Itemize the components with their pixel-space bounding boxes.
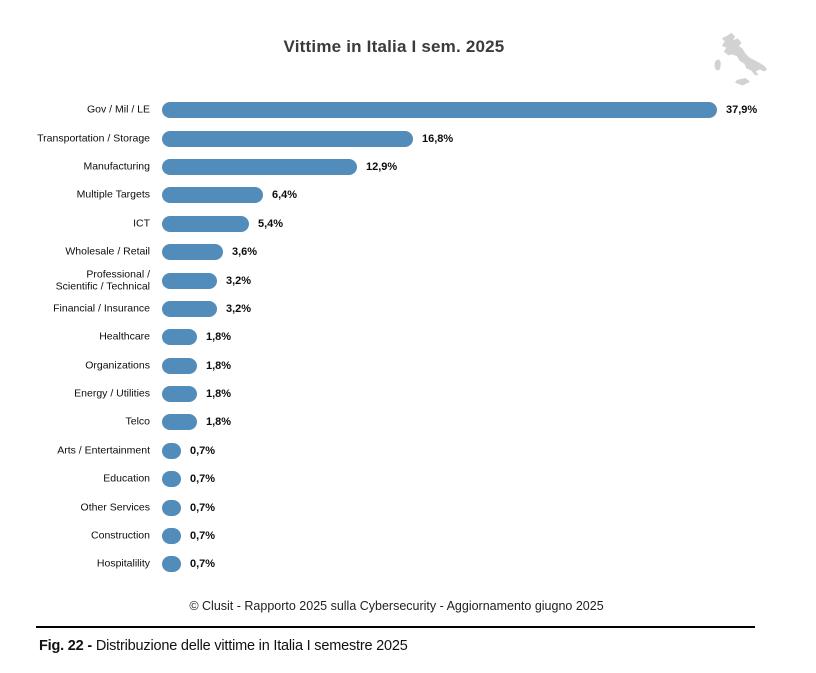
chart-row: Arts / Entertainment 0,7% [0, 437, 816, 465]
value-label: 0,7% [190, 444, 216, 457]
value-label: 0,7% [190, 501, 216, 514]
bar [162, 215, 249, 232]
category-label: Healthcare [99, 331, 150, 344]
bar [162, 499, 181, 516]
chart-row: Telco 1,8% [0, 408, 816, 436]
chart-row: Other Services 0,7% [0, 493, 816, 521]
bar [162, 244, 223, 261]
value-label: 3,2% [226, 302, 252, 315]
bar [162, 556, 181, 573]
category-label: Energy / Utilities [74, 387, 150, 400]
category-label: ICT [133, 217, 150, 230]
chart-row: Construction 0,7% [0, 522, 816, 550]
category-label: Construction [91, 529, 150, 542]
value-label: 6,4% [272, 189, 298, 202]
caption-divider [36, 626, 755, 628]
figure-caption-text: Distribuzione delle vittime in Italia I … [95, 638, 408, 654]
category-label: Education [103, 472, 150, 485]
category-label: Financial / Insurance [53, 302, 150, 315]
bar [162, 329, 197, 346]
value-label: 12,9% [366, 160, 398, 173]
chart-row: Multiple Targets 6,4% [0, 181, 816, 209]
bar [162, 414, 197, 431]
category-label: Telco [125, 416, 150, 429]
chart-row: Healthcare 1,8% [0, 323, 816, 351]
chart-title: Vittime in Italia I sem. 2025 [283, 37, 505, 56]
bar [162, 357, 197, 374]
category-label: Hospitalility [96, 558, 150, 571]
chart-row: Education 0,7% [0, 465, 816, 493]
category-label: Organizations [85, 359, 150, 372]
category-label: Arts / Entertainment [57, 444, 150, 457]
bar [162, 386, 197, 403]
value-label: 1,8% [206, 416, 232, 429]
value-label: 0,7% [190, 558, 216, 571]
figure-caption: Fig. 22 - Distribuzione delle vittime in… [39, 638, 408, 654]
bar [162, 158, 357, 175]
chart-row: Financial / Insurance 3,2% [0, 295, 816, 323]
chart-row: Professional / Scientific / Technical 3,2… [0, 266, 816, 294]
bar [162, 102, 717, 119]
value-label: 3,6% [232, 246, 258, 259]
value-label: 1,8% [206, 359, 232, 372]
category-label: Wholesale / Retail [65, 245, 150, 258]
chart-row: Organizations 1,8% [0, 352, 816, 380]
chart-row: Energy / Utilities 1,8% [0, 380, 816, 408]
chart-row: Transportation / Storage 16,8% [0, 124, 816, 152]
chart-rows: Gov / Mil / LE 37,9% Transportation / Stor… [0, 96, 816, 579]
bar [162, 187, 263, 204]
bar [162, 528, 181, 545]
bar [162, 272, 217, 289]
value-label: 0,7% [190, 473, 216, 486]
chart-row: Wholesale / Retail 3,6% [0, 238, 816, 266]
category-label: Gov / Mil / LE [86, 103, 150, 116]
chart-row: Gov / Mil / LE 37,9% [0, 96, 816, 124]
category-label: Multiple Targets [76, 189, 150, 202]
value-label: 0,7% [190, 530, 216, 543]
value-label: 16,8% [422, 132, 454, 145]
value-label: 5,4% [258, 217, 284, 230]
italy-map-icon [714, 32, 768, 86]
chart-row: Manufacturing 12,9% [0, 153, 816, 181]
italy-map-shape [714, 32, 768, 86]
category-label: Professional / Scientific / Technical [55, 267, 150, 293]
chart-row: ICT 5,4% [0, 210, 816, 238]
value-label: 1,8% [206, 331, 232, 344]
chart-row: Hospitalility 0,7% [0, 550, 816, 578]
value-label: 1,8% [206, 388, 232, 401]
bar [162, 471, 181, 488]
bar [162, 442, 181, 459]
value-label: 37,9% [726, 104, 758, 117]
value-label: 3,2% [226, 274, 252, 287]
bar [162, 300, 217, 317]
category-label: Manufacturing [83, 160, 150, 173]
figure-number: Fig. 22 - [39, 638, 92, 654]
bar [162, 130, 413, 147]
category-label: Transportation / Storage [37, 132, 150, 145]
category-label: Other Services [80, 501, 150, 514]
chart-source-footer: © Clusit - Rapporto 2025 sulla Cybersecu… [189, 599, 604, 613]
